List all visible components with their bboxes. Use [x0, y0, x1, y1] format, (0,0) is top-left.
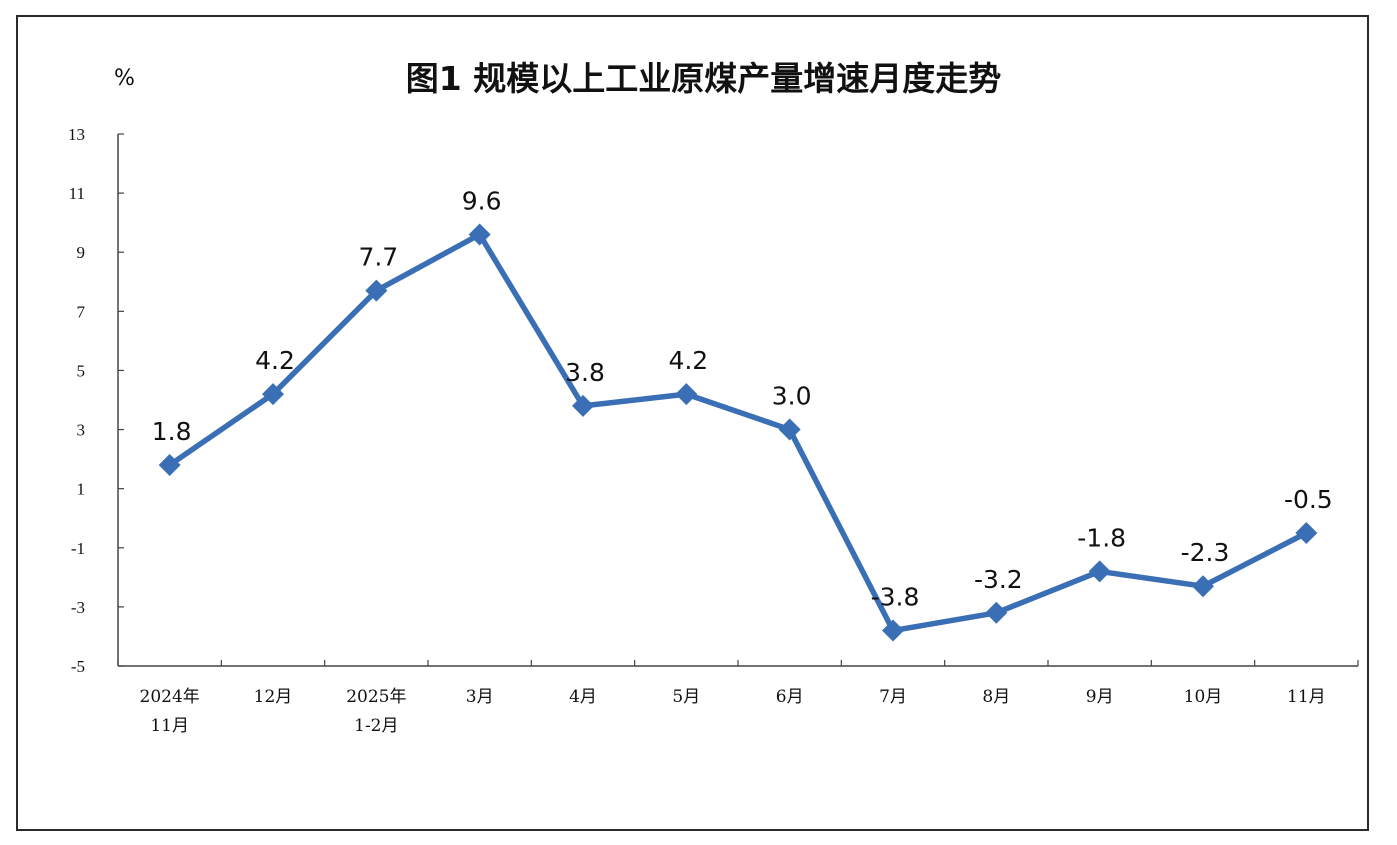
data-point-marker — [158, 454, 181, 477]
data-point-marker — [882, 619, 904, 642]
data-point-marker — [675, 383, 698, 406]
data-label: -1.8 — [1077, 523, 1126, 552]
x-tick-label-line: 10月 — [1184, 687, 1223, 707]
x-tick-label: 2025年 1-2月 — [346, 687, 406, 736]
data-label: 9.6 — [462, 186, 502, 215]
data-label: 3.8 — [565, 358, 605, 387]
chart-title: 图1 规模以上工业原煤产量增速月度走势 — [405, 59, 1002, 98]
x-tick-label: 5月 — [672, 687, 700, 707]
x-tick-labels: 2024年 11月 12月 2025年 1-2月 3月 4月 5月 6月 7月 8月 9月 10月 11月 — [140, 687, 1326, 736]
x-tick-label-line: 5月 — [672, 687, 700, 707]
data-labels: 1.8 4.2 7.7 9.6 3.8 4.2 3.0 -3.8 -3.2 -1.8 -2.3 -0.… — [152, 186, 1333, 611]
x-tick-label-line: 7月 — [879, 687, 907, 707]
x-tick-label: 10月 — [1184, 687, 1223, 707]
x-tick-label-line: 2024年 — [140, 687, 200, 707]
data-point-marker — [468, 223, 491, 246]
data-point-marker — [1088, 560, 1111, 583]
data-point-marker — [1295, 522, 1318, 544]
x-tick-label: 7月 — [879, 687, 907, 707]
data-point-marker — [985, 601, 1008, 624]
x-tick-label-line: 1-2月 — [354, 716, 398, 736]
y-tick-label: 7 — [77, 302, 86, 321]
data-point-marker — [1192, 575, 1214, 598]
x-tick-label-line: 11月 — [1287, 687, 1326, 707]
y-tick-label: -3 — [71, 598, 85, 617]
y-tick-label: 13 — [68, 125, 85, 144]
chart-frame — [16, 15, 1369, 831]
data-point-marker — [262, 383, 284, 406]
data-label: -0.5 — [1284, 485, 1333, 514]
data-label: 1.8 — [152, 417, 192, 446]
x-tick-label: 2024年 11月 — [140, 687, 200, 736]
x-tick-label: 9月 — [1086, 687, 1114, 707]
y-tick-label: 1 — [77, 480, 86, 499]
y-tick-label: 11 — [69, 184, 85, 203]
x-tick-label-line: 11月 — [150, 716, 189, 736]
x-tick-label: 8月 — [982, 687, 1010, 707]
x-tick-label: 12月 — [254, 687, 293, 707]
x-tick-label-line: 8月 — [982, 687, 1010, 707]
x-tick-label-line: 3月 — [466, 687, 494, 707]
data-label: -3.8 — [871, 583, 920, 612]
series-line — [168, 231, 1308, 634]
data-series — [158, 223, 1318, 642]
x-tick-label-line: 4月 — [569, 687, 597, 707]
y-tick-label: -1 — [71, 539, 85, 558]
x-tick-label-line: 9月 — [1086, 687, 1114, 707]
data-label: -2.3 — [1181, 538, 1230, 567]
data-point-marker — [365, 279, 388, 302]
x-tick-label-line: 12月 — [254, 687, 293, 707]
data-label: -3.2 — [974, 565, 1023, 594]
x-tick-label: 3月 — [466, 687, 494, 707]
data-label: 4.2 — [255, 346, 295, 375]
data-label: 4.2 — [668, 346, 708, 375]
chart-axes — [117, 133, 1359, 667]
x-tick-label: 6月 — [776, 687, 804, 707]
x-tick-label: 4月 — [569, 687, 597, 707]
x-tick-label-line: 6月 — [776, 687, 804, 707]
data-point-marker — [778, 418, 801, 441]
y-tick-labels: 13 11 9 7 5 3 1 -1 -3 -5 — [68, 125, 86, 676]
x-tick-label-line: 2025年 — [346, 687, 406, 707]
x-tick-label: 11月 — [1287, 687, 1326, 707]
data-label: 7.7 — [358, 243, 398, 272]
y-tick-label: 3 — [77, 421, 86, 440]
y-axis-unit-label: % — [114, 66, 135, 91]
y-tick-label: 5 — [77, 361, 86, 380]
y-tick-label: 9 — [77, 243, 86, 262]
data-label: 3.0 — [772, 382, 812, 411]
data-point-marker — [572, 394, 594, 417]
y-tick-label: -5 — [71, 657, 85, 676]
